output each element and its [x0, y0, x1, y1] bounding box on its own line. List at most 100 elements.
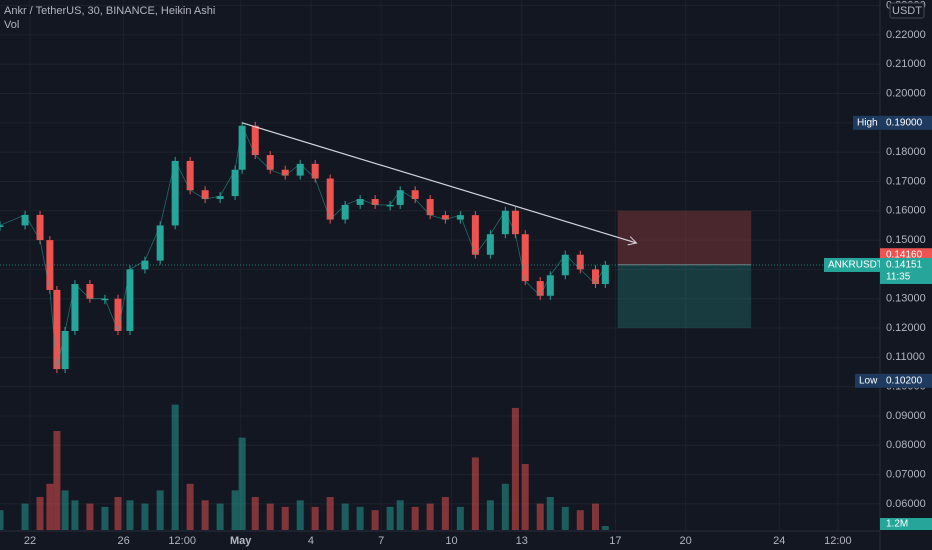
volume-bar	[441, 497, 449, 530]
candle	[456, 215, 464, 220]
volume-bar	[341, 503, 349, 530]
low-title: Low	[859, 375, 878, 386]
candle	[511, 210, 519, 235]
trendline-arrow	[627, 236, 638, 246]
volume-bar	[0, 510, 4, 530]
x-tick-label: 17	[609, 535, 621, 547]
volume-bar	[156, 490, 164, 530]
candle	[601, 264, 609, 285]
volume-bar	[36, 497, 44, 530]
symbol-tag	[824, 257, 880, 272]
candle	[486, 234, 494, 255]
volume-bar	[186, 483, 194, 530]
volume-bar	[326, 497, 334, 530]
volume-bar	[486, 500, 494, 530]
candle	[561, 254, 569, 276]
low-tag	[880, 373, 932, 388]
candle	[126, 269, 134, 331]
candle	[0, 225, 4, 227]
currency-button[interactable]	[889, 2, 925, 19]
candle	[441, 215, 449, 220]
volume-bar	[521, 464, 529, 530]
volume-bar	[141, 503, 149, 530]
y-tick-label: 0.22000	[886, 29, 926, 41]
volume-bar	[561, 506, 569, 530]
x-tick-label: 12:00	[824, 535, 852, 547]
candle	[53, 289, 61, 370]
volume-bar	[53, 431, 61, 530]
x-tick-label: 4	[308, 535, 314, 547]
y-tick-label: 0.20000	[886, 87, 926, 99]
high-title-tag	[853, 115, 880, 130]
symbol-label: ANKRUSDT	[828, 260, 883, 271]
volume-bar	[511, 407, 519, 530]
volume-bar	[371, 510, 379, 530]
y-tick-label: 0.08000	[886, 439, 926, 451]
volume-bar	[201, 500, 209, 530]
volume-bar	[21, 503, 29, 530]
trendline	[241, 122, 637, 244]
last-label: 0.14151	[886, 260, 923, 271]
candle	[61, 330, 69, 370]
chart-header: Ankr / TetherUS, 30, BINANCE, Heikin Ash…	[4, 5, 215, 17]
volume-bar	[296, 500, 304, 530]
candle	[326, 178, 334, 220]
volume-bar	[281, 506, 289, 530]
volume-bar	[61, 490, 69, 530]
y-tick-label: 0.16000	[886, 205, 926, 217]
volume-bar	[114, 497, 122, 530]
candle	[46, 240, 54, 290]
y-tick-label: 0.06000	[886, 498, 926, 510]
x-tick-label: 24	[773, 535, 785, 547]
candle	[591, 269, 599, 285]
y-tick-label: 0.09000	[886, 410, 926, 422]
low-label: 0.10200	[886, 375, 923, 386]
candle	[114, 298, 122, 331]
volume-bar	[356, 506, 364, 530]
volume-bar	[601, 526, 609, 530]
entry-tag	[880, 248, 932, 262]
volume-bar	[471, 457, 479, 530]
low-title-tag	[855, 373, 880, 388]
x-tick-label: 22	[24, 535, 36, 547]
candle	[216, 196, 224, 200]
currency-label[interactable]: USDT	[892, 5, 922, 17]
candle	[21, 214, 29, 226]
high-title: High	[857, 117, 878, 128]
y-tick-label: 0.11000	[886, 351, 925, 363]
high-tag	[880, 115, 932, 130]
volume-bar	[216, 503, 224, 530]
volume-bar	[251, 497, 259, 530]
candle	[411, 190, 419, 200]
candle	[86, 284, 94, 299]
candle	[186, 160, 194, 191]
volume-bar	[266, 503, 274, 530]
volume-bar	[546, 497, 554, 530]
x-tick-label: 20	[680, 535, 692, 547]
candle	[371, 199, 379, 205]
volume-bar	[311, 506, 319, 530]
volume-bar	[86, 503, 94, 530]
y-tick-label: 0.18000	[886, 146, 926, 158]
candle	[471, 215, 479, 255]
volume-bar	[386, 506, 394, 530]
y-tick-label: 0.15000	[886, 234, 926, 246]
candle	[311, 163, 319, 179]
volume-bar	[231, 490, 239, 530]
x-tick-label: May	[230, 535, 252, 547]
target-zone	[617, 264, 752, 329]
candle	[296, 163, 304, 176]
countdown: 11:35	[886, 272, 911, 283]
volume-bar	[591, 503, 599, 530]
candle	[238, 125, 246, 170]
candle	[36, 214, 44, 241]
candle	[341, 204, 349, 220]
candle	[156, 225, 164, 261]
stop-zone	[617, 210, 752, 265]
indicator-name: Vol	[4, 19, 19, 31]
volume-bar	[396, 500, 404, 530]
last-tag	[880, 257, 932, 284]
high-label: 0.19000	[886, 117, 923, 128]
